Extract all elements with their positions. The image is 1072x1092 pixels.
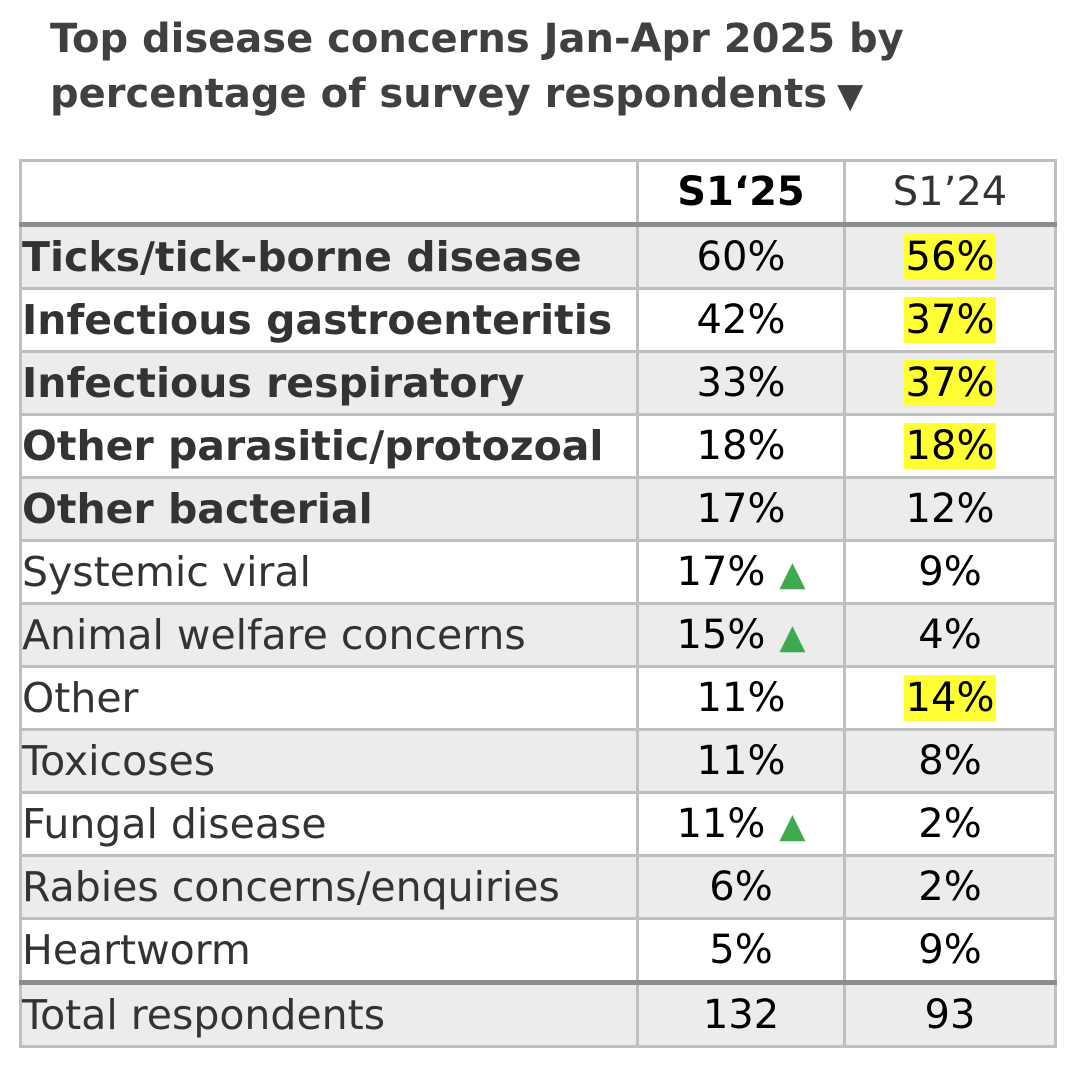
row-label: Toxicoses (19, 728, 639, 794)
header-s1-24: S1’24 (843, 159, 1057, 227)
value-s1-24: 12% (843, 476, 1057, 542)
value-s1-24-highlighted: 14% (903, 675, 997, 721)
value-s1-25: 60% (636, 223, 846, 290)
up-triangle-icon: ▲ (779, 554, 806, 594)
table-row: Animal welfare concerns 15% ▲ 4% (19, 602, 1057, 668)
value-s1-24: 9% (843, 917, 1057, 984)
value-s1-25: 11% (676, 801, 766, 847)
table-row: Rabies concerns/enquiries 6% 2% (19, 854, 1057, 920)
value-s1-24: 8% (843, 728, 1057, 794)
down-triangle-icon: ▼ (837, 76, 864, 116)
row-label: Fungal disease (19, 791, 639, 857)
row-label: Other bacterial (19, 476, 639, 542)
total-s1-24: 93 (843, 980, 1057, 1048)
value-s1-25: 15% (676, 612, 766, 658)
total-row: Total respondents 132 93 (19, 980, 1057, 1048)
row-label: Other parasitic/protozoal (19, 413, 639, 479)
total-s1-25: 132 (636, 980, 846, 1048)
value-s1-25: 18% (636, 413, 846, 479)
table-row: Toxicoses 11% 8% (19, 728, 1057, 794)
value-s1-25: 5% (636, 917, 846, 984)
row-label: Other (19, 665, 639, 731)
value-s1-24: 9% (843, 539, 1057, 605)
value-s1-25: 17% (676, 549, 766, 595)
table-row: Fungal disease 11% ▲ 2% (19, 791, 1057, 857)
value-s1-25: 17% (636, 476, 846, 542)
table-row: Systemic viral 17% ▲ 9% (19, 539, 1057, 605)
table-row: Ticks/tick-borne disease 60% 56% (19, 223, 1057, 290)
value-s1-24: 4% (843, 602, 1057, 668)
row-label: Animal welfare concerns (19, 602, 639, 668)
value-s1-25: 33% (636, 350, 846, 416)
row-label: Infectious respiratory (19, 350, 639, 416)
header-s1-25: S1‘25 (636, 159, 846, 227)
value-s1-24: 2% (843, 854, 1057, 920)
row-label: Ticks/tick-borne disease (19, 223, 639, 290)
table-row: Infectious respiratory 33% 37% (19, 350, 1057, 416)
value-s1-24-highlighted: 56% (903, 234, 997, 280)
header-label-cell (19, 159, 639, 227)
disease-concerns-table: S1‘25 S1’24 Ticks/tick-borne disease 60%… (19, 159, 1057, 1048)
value-s1-25: 42% (636, 287, 846, 353)
value-s1-24-highlighted: 18% (903, 423, 997, 469)
table-row: Other 11% 14% (19, 665, 1057, 731)
value-s1-25: 6% (636, 854, 846, 920)
table-row: Heartworm 5% 9% (19, 917, 1057, 984)
page-title: Top disease concerns Jan-Apr 2025 by per… (50, 12, 1050, 124)
value-s1-25: 11% (636, 728, 846, 794)
value-s1-24: 2% (843, 791, 1057, 857)
up-triangle-icon: ▲ (779, 806, 806, 846)
value-s1-25: 11% (636, 665, 846, 731)
up-triangle-icon: ▲ (779, 617, 806, 657)
row-label: Rabies concerns/enquiries (19, 854, 639, 920)
value-s1-24-highlighted: 37% (903, 360, 997, 406)
title-text: Top disease concerns Jan-Apr 2025 by per… (50, 16, 904, 117)
row-label: Systemic viral (19, 539, 639, 605)
table-row: Other bacterial 17% 12% (19, 476, 1057, 542)
row-label: Infectious gastroenteritis (19, 287, 639, 353)
row-label: Heartworm (19, 917, 639, 984)
table-row: Infectious gastroenteritis 42% 37% (19, 287, 1057, 353)
table-header-row: S1‘25 S1’24 (19, 159, 1057, 227)
value-s1-24-highlighted: 37% (903, 297, 997, 343)
total-label: Total respondents (19, 980, 639, 1048)
table-row: Other parasitic/protozoal 18% 18% (19, 413, 1057, 479)
